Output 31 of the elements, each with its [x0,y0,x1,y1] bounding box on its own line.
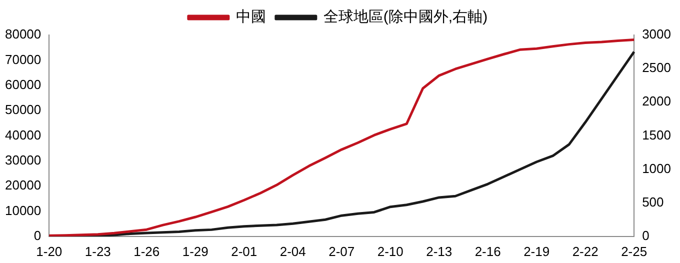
x-tick-label: 2-10 [377,244,404,259]
y-tick-label: 70000 [4,52,42,67]
y-tick-label: 30000 [4,152,42,168]
y2-tick-label: 0 [642,228,650,243]
x-tick-label: 1-20 [36,244,62,259]
legend-label: 中國 [236,8,266,26]
y-tick-label: 10000 [4,202,42,218]
x-tick-label: 2-13 [426,244,452,259]
y-tick-label: 40000 [4,127,42,142]
legend-label: 全球地區(除中國外,右軸) [323,8,488,26]
x-tick-label: 1-29 [182,244,208,259]
y2-tick-label: 1500 [642,127,671,142]
y-tick-label: 0 [34,228,42,243]
x-tick-label: 1-26 [134,244,160,259]
x-tick-label: 2-22 [572,244,598,259]
y-tick-label: 80000 [4,26,42,42]
y2-tick-label: 1000 [642,160,671,176]
x-tick-label: 2-19 [524,244,550,259]
x-tick-label: 1-23 [84,244,111,259]
x-tick-label: 2-25 [621,244,648,259]
y-tick-label: 20000 [4,178,42,193]
x-tick-label: 2-16 [474,244,501,259]
y2-tick-label: 2000 [642,94,671,109]
y2-tick-label: 500 [642,194,664,210]
y-tick-label: 60000 [4,76,42,92]
x-tick-label: 2-01 [231,244,258,259]
y-tick-label: 50000 [4,102,42,118]
y2-tick-label: 2500 [642,60,671,76]
x-tick-label: 2-07 [328,244,355,259]
x-tick-label: 2-04 [280,244,306,259]
y2-tick-label: 3000 [642,26,671,42]
